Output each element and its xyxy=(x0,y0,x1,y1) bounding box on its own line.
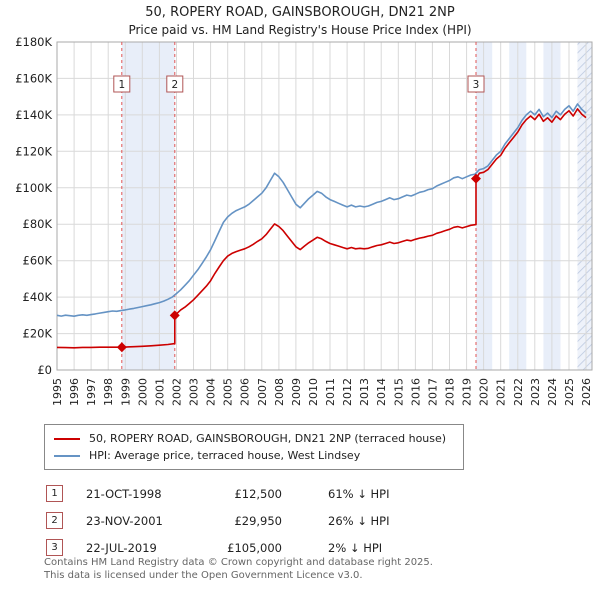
page-title: 50, ROPERY ROAD, GAINSBOROUGH, DN21 2NP xyxy=(145,5,455,20)
svg-text:£0: £0 xyxy=(37,363,52,377)
legend-swatch-property-line xyxy=(54,437,80,440)
legend-swatch-hpi-line xyxy=(54,454,80,457)
svg-text:3: 3 xyxy=(473,79,480,91)
license-footer: Contains HM Land Registry data © Crown c… xyxy=(44,556,433,582)
svg-text:1998: 1998 xyxy=(102,378,115,406)
transaction-number-badge: 1 xyxy=(46,485,63,502)
svg-text:2000: 2000 xyxy=(136,378,149,406)
footer-line-2: This data is licensed under the Open Gov… xyxy=(44,570,363,581)
transaction-price: £29,950 xyxy=(234,513,282,528)
price-history-chart: 1 2 3 £0 £20K £40K £60K £80K £100K £120K £140K £160… xyxy=(15,36,593,406)
svg-text:2006: 2006 xyxy=(239,378,252,406)
svg-text:2015: 2015 xyxy=(392,378,405,406)
transaction-date: 22-JUL-2019 xyxy=(86,540,157,555)
svg-text:£140K: £140K xyxy=(15,108,52,122)
svg-text:2016: 2016 xyxy=(409,378,422,406)
svg-text:2008: 2008 xyxy=(273,378,286,406)
svg-text:£20K: £20K xyxy=(23,327,53,341)
svg-text:2014: 2014 xyxy=(375,378,388,406)
transaction-price: £12,500 xyxy=(234,486,282,501)
svg-text:£100K: £100K xyxy=(15,181,52,195)
footer-line-1: Contains HM Land Registry data © Crown c… xyxy=(44,557,433,568)
svg-text:2023: 2023 xyxy=(529,378,542,406)
svg-text:2024: 2024 xyxy=(546,378,559,406)
svg-text:2013: 2013 xyxy=(358,378,371,406)
svg-text:2011: 2011 xyxy=(324,378,337,406)
transaction-hpi-delta: 26% ↓ HPI xyxy=(328,513,390,528)
transaction-row: 1 21-OCT-1998 £12,500 61% ↓ HPI xyxy=(46,480,389,507)
legend-label-property: 50, ROPERY ROAD, GAINSBOROUGH, DN21 2NP … xyxy=(89,432,447,445)
transactions-table: 1 21-OCT-1998 £12,500 61% ↓ HPI 2 23-NOV… xyxy=(46,480,389,561)
svg-text:2002: 2002 xyxy=(171,378,184,406)
transaction-price: £105,000 xyxy=(227,540,282,555)
svg-text:£80K: £80K xyxy=(23,217,53,231)
svg-text:£60K: £60K xyxy=(23,254,53,268)
svg-text:1: 1 xyxy=(118,79,125,91)
svg-text:2003: 2003 xyxy=(188,378,201,406)
svg-text:1997: 1997 xyxy=(85,378,98,406)
legend-item-hpi: HPI: Average price, terraced house, West… xyxy=(54,447,454,464)
svg-text:1995: 1995 xyxy=(51,378,64,406)
svg-text:2009: 2009 xyxy=(290,378,303,406)
svg-text:2004: 2004 xyxy=(205,378,218,406)
svg-text:2010: 2010 xyxy=(307,378,320,406)
svg-text:2012: 2012 xyxy=(341,378,354,406)
transaction-date: 21-OCT-1998 xyxy=(86,486,162,501)
svg-text:1999: 1999 xyxy=(119,378,132,406)
page-subtitle: Price paid vs. HM Land Registry's House … xyxy=(128,23,472,37)
svg-text:2026: 2026 xyxy=(580,378,593,406)
transaction-hpi-delta: 2% ↓ HPI xyxy=(328,540,383,555)
legend-label-hpi: HPI: Average price, terraced house, West… xyxy=(89,449,361,462)
svg-text:2017: 2017 xyxy=(426,378,439,406)
transaction-row: 3 22-JUL-2019 £105,000 2% ↓ HPI xyxy=(46,534,389,561)
chart-legend: 50, ROPERY ROAD, GAINSBOROUGH, DN21 2NP … xyxy=(44,424,464,470)
svg-text:2019: 2019 xyxy=(461,378,474,406)
transaction-number-badge: 2 xyxy=(46,512,63,529)
svg-text:£40K: £40K xyxy=(23,290,53,304)
svg-text:2020: 2020 xyxy=(478,378,491,406)
svg-text:2025: 2025 xyxy=(563,378,576,406)
transaction-date: 23-NOV-2001 xyxy=(86,513,163,528)
svg-text:2: 2 xyxy=(171,79,178,91)
svg-text:£180K: £180K xyxy=(15,36,52,49)
transaction-row: 2 23-NOV-2001 £29,950 26% ↓ HPI xyxy=(46,507,389,534)
svg-text:2022: 2022 xyxy=(512,378,525,406)
transaction-hpi-delta: 61% ↓ HPI xyxy=(328,486,390,501)
svg-text:£160K: £160K xyxy=(15,71,52,85)
svg-text:2005: 2005 xyxy=(222,378,235,406)
svg-text:£120K: £120K xyxy=(15,144,52,158)
svg-text:2001: 2001 xyxy=(153,378,166,406)
legend-item-property: 50, ROPERY ROAD, GAINSBOROUGH, DN21 2NP … xyxy=(54,430,454,447)
svg-text:2018: 2018 xyxy=(444,378,457,406)
svg-text:2021: 2021 xyxy=(495,378,508,406)
svg-text:1996: 1996 xyxy=(68,378,81,406)
transaction-number-badge: 3 xyxy=(46,539,63,556)
svg-text:2007: 2007 xyxy=(256,378,269,406)
